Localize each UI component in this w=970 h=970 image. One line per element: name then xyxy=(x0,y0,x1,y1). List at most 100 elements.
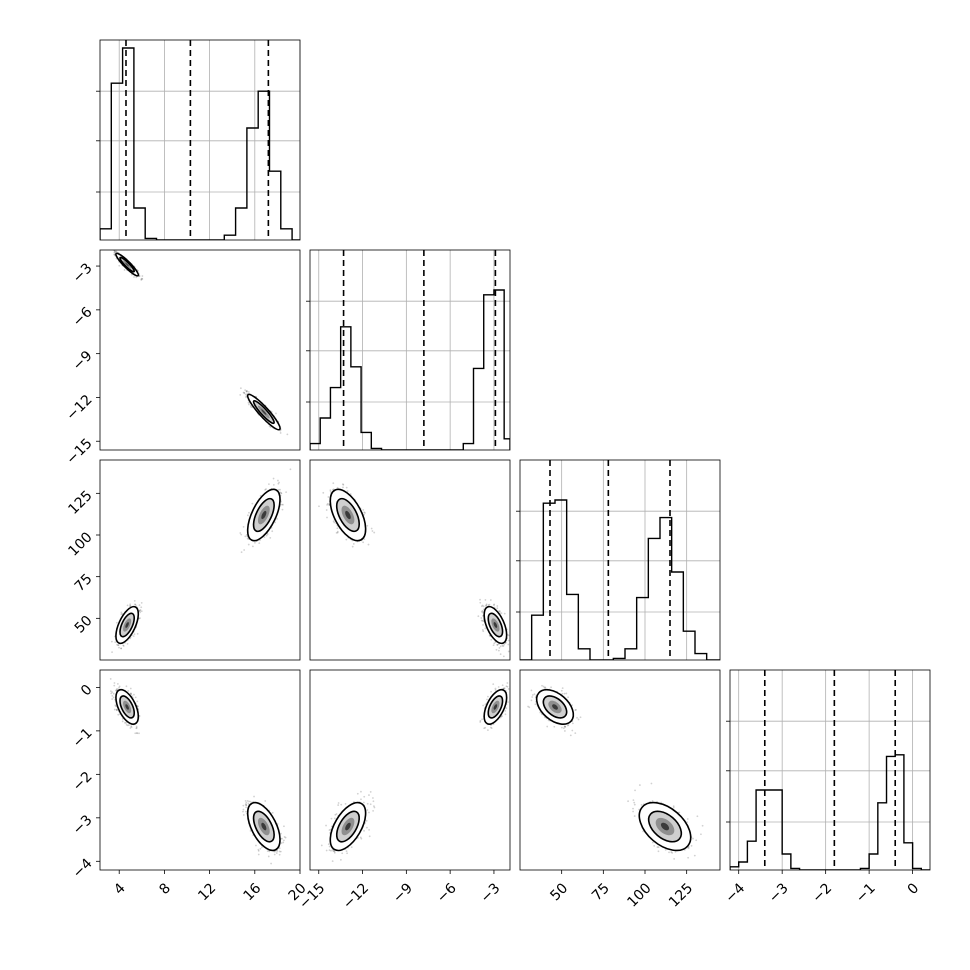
sample-point xyxy=(269,426,272,429)
sample-point xyxy=(507,634,510,637)
sample-point xyxy=(126,642,129,645)
sample-point xyxy=(342,486,344,489)
sample-point xyxy=(113,684,116,687)
contour-line-0 xyxy=(246,488,281,542)
y-tick-label: 125 xyxy=(65,488,95,518)
sample-point xyxy=(251,502,254,505)
sample-point xyxy=(244,389,247,392)
y-tick-label: −3 xyxy=(70,260,96,286)
sample-point xyxy=(507,639,510,642)
sample-point xyxy=(280,492,283,495)
panel-2-2 xyxy=(516,459,721,661)
density-level-3 xyxy=(261,409,267,415)
contour-line-1 xyxy=(119,256,136,273)
sample-point xyxy=(352,543,355,545)
sample-point xyxy=(247,403,250,406)
sample-point xyxy=(250,405,252,408)
sample-point xyxy=(488,634,491,637)
sample-point xyxy=(326,503,328,506)
sample-point xyxy=(110,692,113,695)
sample-point xyxy=(135,726,138,729)
contour-line-0 xyxy=(115,252,140,277)
sample-point xyxy=(481,610,484,612)
sample-point xyxy=(268,425,271,428)
sample-point xyxy=(480,610,483,613)
y-tick-label: −9 xyxy=(70,348,96,374)
sample-point xyxy=(279,432,282,434)
sample-point xyxy=(277,479,279,482)
sample-point xyxy=(140,606,143,609)
sample-point xyxy=(490,638,493,641)
sample-point xyxy=(139,608,142,611)
panel-frame xyxy=(99,459,301,661)
panel-frame xyxy=(309,459,511,661)
sample-point xyxy=(139,617,141,620)
sample-point xyxy=(114,705,117,708)
sample-point xyxy=(112,696,115,699)
contour-line-1 xyxy=(119,612,136,638)
sample-point xyxy=(492,604,495,607)
sample-point xyxy=(245,393,247,396)
sample-point xyxy=(332,482,335,485)
sample-point xyxy=(325,509,328,511)
sample-point xyxy=(489,599,492,601)
sample-point xyxy=(116,708,119,711)
sample-point xyxy=(138,275,141,277)
sample-point xyxy=(286,433,289,436)
sample-point xyxy=(121,720,124,723)
sample-point xyxy=(496,607,499,610)
sample-point xyxy=(362,509,365,511)
sample-point xyxy=(111,691,114,694)
sample-point xyxy=(279,491,282,494)
sample-point xyxy=(285,491,288,494)
sample-point xyxy=(116,683,119,685)
sample-point xyxy=(272,483,275,486)
sample-point xyxy=(115,621,118,624)
sample-point xyxy=(117,713,120,716)
sample-point xyxy=(289,468,292,471)
sample-point xyxy=(247,401,250,404)
sample-point xyxy=(371,530,374,532)
sample-point xyxy=(345,486,348,489)
sample-point xyxy=(364,512,366,514)
panel-frame xyxy=(309,249,511,451)
sample-point xyxy=(482,605,485,608)
sample-point xyxy=(133,276,135,278)
sample-point xyxy=(114,704,117,707)
sample-point xyxy=(134,696,137,699)
sample-point xyxy=(318,505,320,508)
sample-point xyxy=(115,709,118,712)
sample-point xyxy=(129,692,132,695)
sample-point xyxy=(351,545,354,548)
sample-point xyxy=(135,727,138,730)
sample-point xyxy=(244,396,247,398)
sample-point xyxy=(499,645,502,648)
sample-point xyxy=(498,647,501,649)
sample-point xyxy=(329,489,332,492)
density-level-3 xyxy=(261,510,267,520)
y-tick-label: −6 xyxy=(70,304,96,330)
sample-point xyxy=(336,530,339,533)
sample-point xyxy=(114,251,116,254)
sample-point xyxy=(263,536,266,539)
density-level-3 xyxy=(125,262,129,267)
contour-line-1 xyxy=(252,400,275,425)
sample-point xyxy=(138,715,141,717)
sample-point xyxy=(488,603,491,606)
sample-point xyxy=(345,538,348,541)
sample-point xyxy=(129,605,132,607)
histogram-step xyxy=(100,47,300,240)
sample-point xyxy=(496,644,499,646)
sample-point xyxy=(502,655,505,658)
contour-line-1 xyxy=(487,612,504,638)
sample-point xyxy=(496,643,499,646)
sample-point xyxy=(245,390,248,393)
panel-0-0 xyxy=(96,39,301,241)
sample-point xyxy=(135,725,138,728)
sample-point xyxy=(113,253,116,256)
sample-point xyxy=(248,511,250,514)
sample-point xyxy=(247,390,250,393)
sample-point xyxy=(480,617,483,619)
sample-point xyxy=(129,727,132,729)
